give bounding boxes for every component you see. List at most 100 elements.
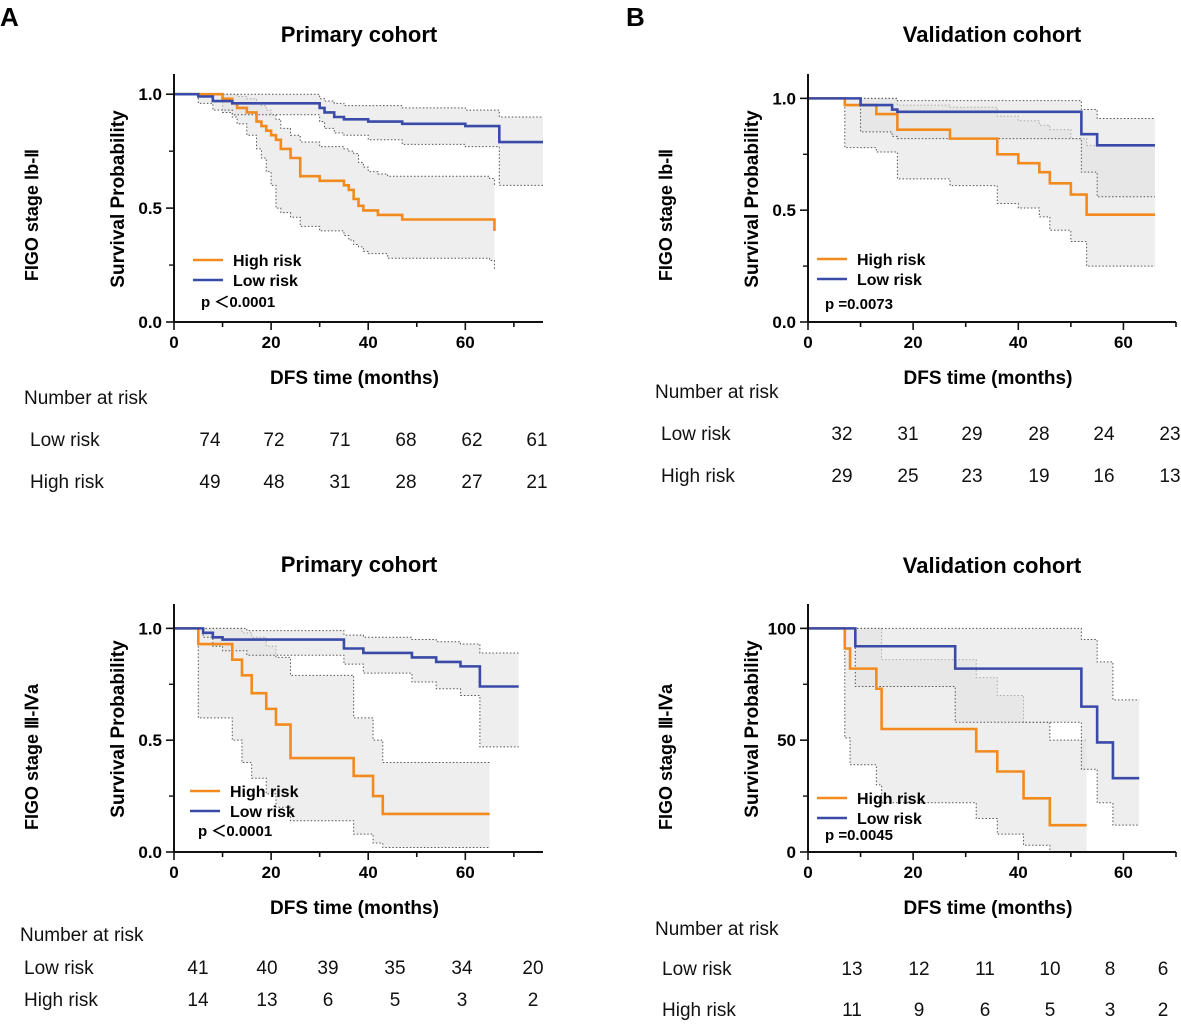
chart-panel-p2: Primary cohort FIGO stage Ⅲ-Ⅳa Survival Pr… [20,552,544,1011]
y-tick-label: 0.5 [772,201,796,220]
risk-count: 62 [461,430,482,451]
y-axis-label: Survival Probability [742,640,763,818]
risk-count: 23 [1159,424,1180,445]
legend-label-high-risk: High risk [857,252,926,269]
risk-count: 6 [323,990,334,1011]
x-tick-label: 60 [1114,333,1133,352]
number-at-risk-label: Number at risk [655,382,779,403]
risk-count: 5 [390,990,401,1011]
risk-count: 10 [1039,959,1060,980]
ci-lower-low-risk [808,97,1155,198]
risk-count: 23 [961,466,982,487]
ci-band-high-risk [808,98,1155,267]
risk-count: 3 [1105,1000,1116,1021]
stage-label: FIGO stage Ⅲ-Ⅳa [656,683,676,830]
risk-count: 2 [528,990,539,1011]
chart-title: Primary cohort [281,552,438,577]
chart-panel-v2: Validation cohort FIGO stage Ⅲ-Ⅳa Survival… [655,553,1177,1021]
x-tick-label: 20 [904,863,923,882]
y-tick-label: 1.0 [138,619,162,638]
legend-label-low-risk: Low risk [857,272,922,289]
risk-row-label: High risk [30,472,104,493]
risk-row-label: Low risk [30,430,100,451]
survival-curve-low-risk [174,627,519,688]
stage-label: FIGO stage Ⅲ-Ⅳa [22,683,42,830]
ci-upper-low-risk [174,627,519,654]
risk-count: 39 [317,958,338,979]
risk-count: 2 [1158,1000,1169,1021]
y-tick-label: 1.0 [138,85,162,104]
risk-count: 20 [522,958,543,979]
panel-label-b: B [626,2,645,32]
risk-count: 31 [329,472,350,493]
p-value: p =0.0045 [825,827,893,844]
x-tick-label: 20 [262,863,281,882]
risk-count: 6 [980,1000,991,1021]
ci-lower-low-risk [174,627,519,748]
risk-count: 13 [256,990,277,1011]
risk-count: 16 [1093,466,1114,487]
y-tick-label: 0.5 [138,199,162,218]
x-tick-label: 40 [1009,863,1028,882]
x-tick-label: 60 [456,333,475,352]
risk-count: 9 [914,1000,925,1021]
legend-label-low-risk: Low risk [233,273,298,290]
risk-row-label: Low risk [661,424,731,445]
ci-lower-high-risk [174,627,490,849]
legend-label-low-risk: Low risk [230,804,295,821]
risk-count: 29 [831,466,852,487]
risk-row-label: High risk [24,990,98,1011]
chart-panel-v1: Validation cohort FIGO stage Ⅰb-Ⅱ Survival… [655,22,1181,487]
chart-title: Validation cohort [903,22,1082,47]
risk-row-label: Low risk [24,958,94,979]
x-tick-label: 0 [169,333,178,352]
ci-band-low-risk [174,94,543,186]
y-tick-label: 0.5 [138,731,162,750]
risk-count: 11 [842,1000,862,1021]
risk-count: 25 [897,466,918,487]
y-tick-label: 0.0 [138,313,162,332]
risk-count: 74 [199,430,221,451]
survival-curve-high-risk [808,627,1087,827]
risk-count: 5 [1045,1000,1056,1021]
risk-count: 32 [831,424,852,445]
risk-count: 13 [841,959,862,980]
risk-count: 13 [1159,466,1180,487]
ci-lower-high-risk [174,93,495,270]
legend-label-high-risk: High risk [230,784,299,801]
y-axis-label: Survival Probability [108,640,129,818]
ci-upper-low-risk [808,627,1140,701]
y-tick-label: 1.0 [772,89,796,108]
legend-label-high-risk: High risk [857,791,926,808]
risk-count: 3 [457,990,468,1011]
risk-count: 61 [526,430,547,451]
number-at-risk-label: Number at risk [24,388,148,409]
panel-label-a: A [0,2,19,32]
risk-row-label: High risk [662,1000,736,1021]
risk-count: 72 [263,430,284,451]
p-value: p ＜0.0001 [198,823,272,840]
y-tick-label: 0.0 [772,313,796,332]
risk-row-label: Low risk [662,959,732,980]
x-tick-label: 40 [1009,333,1028,352]
ci-lower-high-risk [808,97,1155,267]
risk-count: 48 [263,472,284,493]
risk-count: 31 [897,424,918,445]
risk-count: 21 [526,472,547,493]
ci-upper-low-risk [174,93,543,118]
x-tick-label: 60 [456,863,475,882]
risk-count: 6 [1158,959,1169,980]
risk-count: 40 [256,958,277,979]
x-tick-label: 40 [359,333,378,352]
x-tick-label: 20 [262,333,281,352]
risk-count: 28 [395,472,416,493]
number-at-risk-label: Number at risk [20,925,144,946]
x-axis-label: DFS time (months) [270,898,439,919]
chart-title: Validation cohort [903,553,1082,578]
risk-count: 49 [199,472,220,493]
risk-count: 29 [961,424,982,445]
x-axis-label: DFS time (months) [904,368,1073,389]
x-tick-label: 0 [803,863,812,882]
risk-count: 8 [1105,959,1116,980]
